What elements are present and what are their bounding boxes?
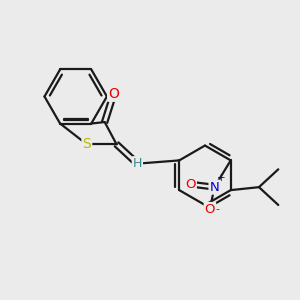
- Text: S: S: [82, 137, 91, 151]
- Text: +: +: [217, 172, 225, 183]
- Text: -: -: [215, 204, 219, 214]
- Text: H: H: [133, 157, 142, 170]
- Text: O: O: [185, 178, 196, 191]
- Text: O: O: [108, 87, 119, 101]
- Text: O: O: [205, 203, 215, 216]
- Text: N: N: [209, 181, 219, 194]
